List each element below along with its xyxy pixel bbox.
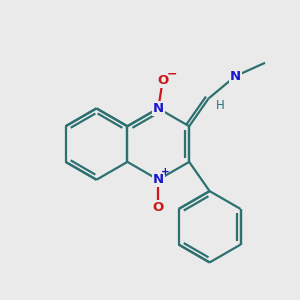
Text: N: N xyxy=(153,173,164,186)
Text: O: O xyxy=(157,74,168,87)
Text: N: N xyxy=(153,102,164,115)
Text: O: O xyxy=(153,202,164,214)
Text: N: N xyxy=(230,70,241,83)
Text: +: + xyxy=(160,167,169,177)
Text: H: H xyxy=(215,98,224,112)
Text: −: − xyxy=(167,68,177,81)
